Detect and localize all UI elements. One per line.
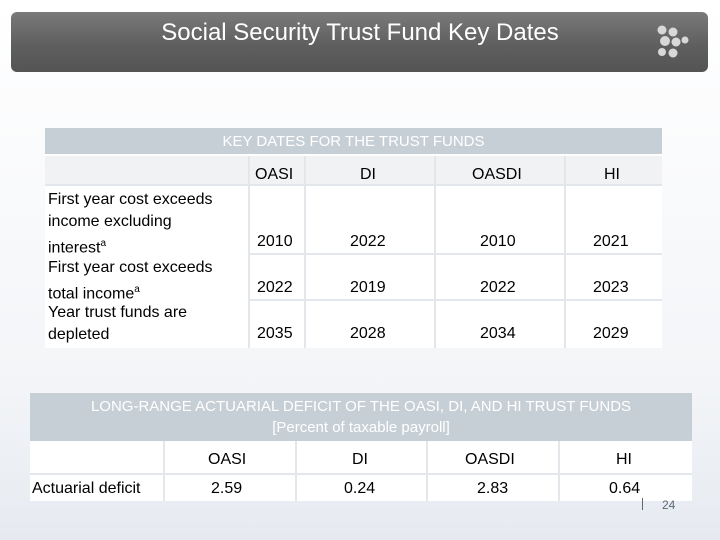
grid-line <box>248 299 662 301</box>
column-header-band <box>45 156 662 184</box>
heading-line: LONG-RANGE ACTUARIAL DEFICIT OF THE OASI… <box>90 398 632 415</box>
row-label-line: First year cost exceeds <box>48 259 213 276</box>
table-cell: 2.59 <box>211 480 243 497</box>
grid-line <box>30 473 692 475</box>
table-cell: 2028 <box>350 325 386 342</box>
column-header-oasi: OASI <box>255 166 294 183</box>
grid-line <box>426 441 428 501</box>
grid-line <box>304 156 306 348</box>
table-cell: 2021 <box>593 233 629 250</box>
row-label-line: interesta <box>48 238 107 257</box>
row-label-line: depleted <box>48 326 110 343</box>
grid-line <box>45 184 662 186</box>
title-bar <box>11 12 708 72</box>
table-cell: 0.24 <box>344 480 376 497</box>
table-cell: 2022 <box>480 279 516 296</box>
column-header-oasdi: OASDI <box>472 166 522 183</box>
table-cell: 2023 <box>593 279 629 296</box>
key-dates-table: KEY DATES FOR THE TRUST FUNDS OASI DI OA… <box>45 128 662 348</box>
table-cell: 2019 <box>350 279 386 296</box>
table-cell: 2010 <box>257 233 293 250</box>
table-cell: 2022 <box>350 233 386 250</box>
column-header-di: DI <box>360 166 376 183</box>
key-dates-heading: KEY DATES FOR THE TRUST FUNDS <box>45 128 662 154</box>
grid-line <box>248 156 250 348</box>
table-cell: 2034 <box>480 325 516 342</box>
page-title: Social Security Trust Fund Key Dates <box>161 19 559 46</box>
row-label-line: First year cost exceeds <box>48 191 213 208</box>
page-divider <box>642 498 643 510</box>
actuarial-deficit-table: OASI DI OASDI HI Actuarial deficit 2.59 … <box>30 441 692 501</box>
table-cell: 2010 <box>480 233 516 250</box>
row-label-cost-exceeds-total-income: First year cost exceeds total incomea <box>48 257 248 305</box>
page-number: 24 <box>662 498 676 512</box>
footnote-marker: a <box>134 284 140 295</box>
table-cell: 2035 <box>257 325 293 342</box>
table-cell: 2.83 <box>477 480 509 497</box>
grid-line <box>558 441 560 501</box>
column-header-oasi: OASI <box>208 451 247 468</box>
column-header-di: DI <box>352 451 368 468</box>
table-cell: 0.64 <box>609 480 641 497</box>
table-cell: 2022 <box>257 279 293 296</box>
grid-line <box>248 253 662 255</box>
row-label-actuarial-deficit: Actuarial deficit <box>32 480 141 497</box>
row-label-line: total incomea <box>48 284 140 303</box>
column-header-hi: HI <box>604 166 620 183</box>
grid-line <box>434 156 436 348</box>
row-label-line: income excluding <box>48 213 172 230</box>
row-label-cost-exceeds-income: First year cost exceeds income excluding… <box>48 189 248 259</box>
column-header-oasdi: OASDI <box>465 451 515 468</box>
row-label-line: Year trust funds are <box>48 304 188 321</box>
footnote-marker: a <box>100 238 107 249</box>
dots-logo-icon <box>657 25 689 58</box>
grid-line <box>564 156 566 348</box>
grid-line <box>295 441 297 501</box>
table-cell: 2029 <box>593 325 629 342</box>
grid-line <box>163 441 165 501</box>
row-label-trust-funds-depleted: Year trust funds are depleted <box>48 302 248 346</box>
actuarial-deficit-heading: LONG-RANGE ACTUARIAL DEFICIT OF THE OASI… <box>30 393 692 441</box>
heading-subtitle: [Percent of taxable payroll] <box>272 419 450 436</box>
column-header-hi: HI <box>616 451 632 468</box>
